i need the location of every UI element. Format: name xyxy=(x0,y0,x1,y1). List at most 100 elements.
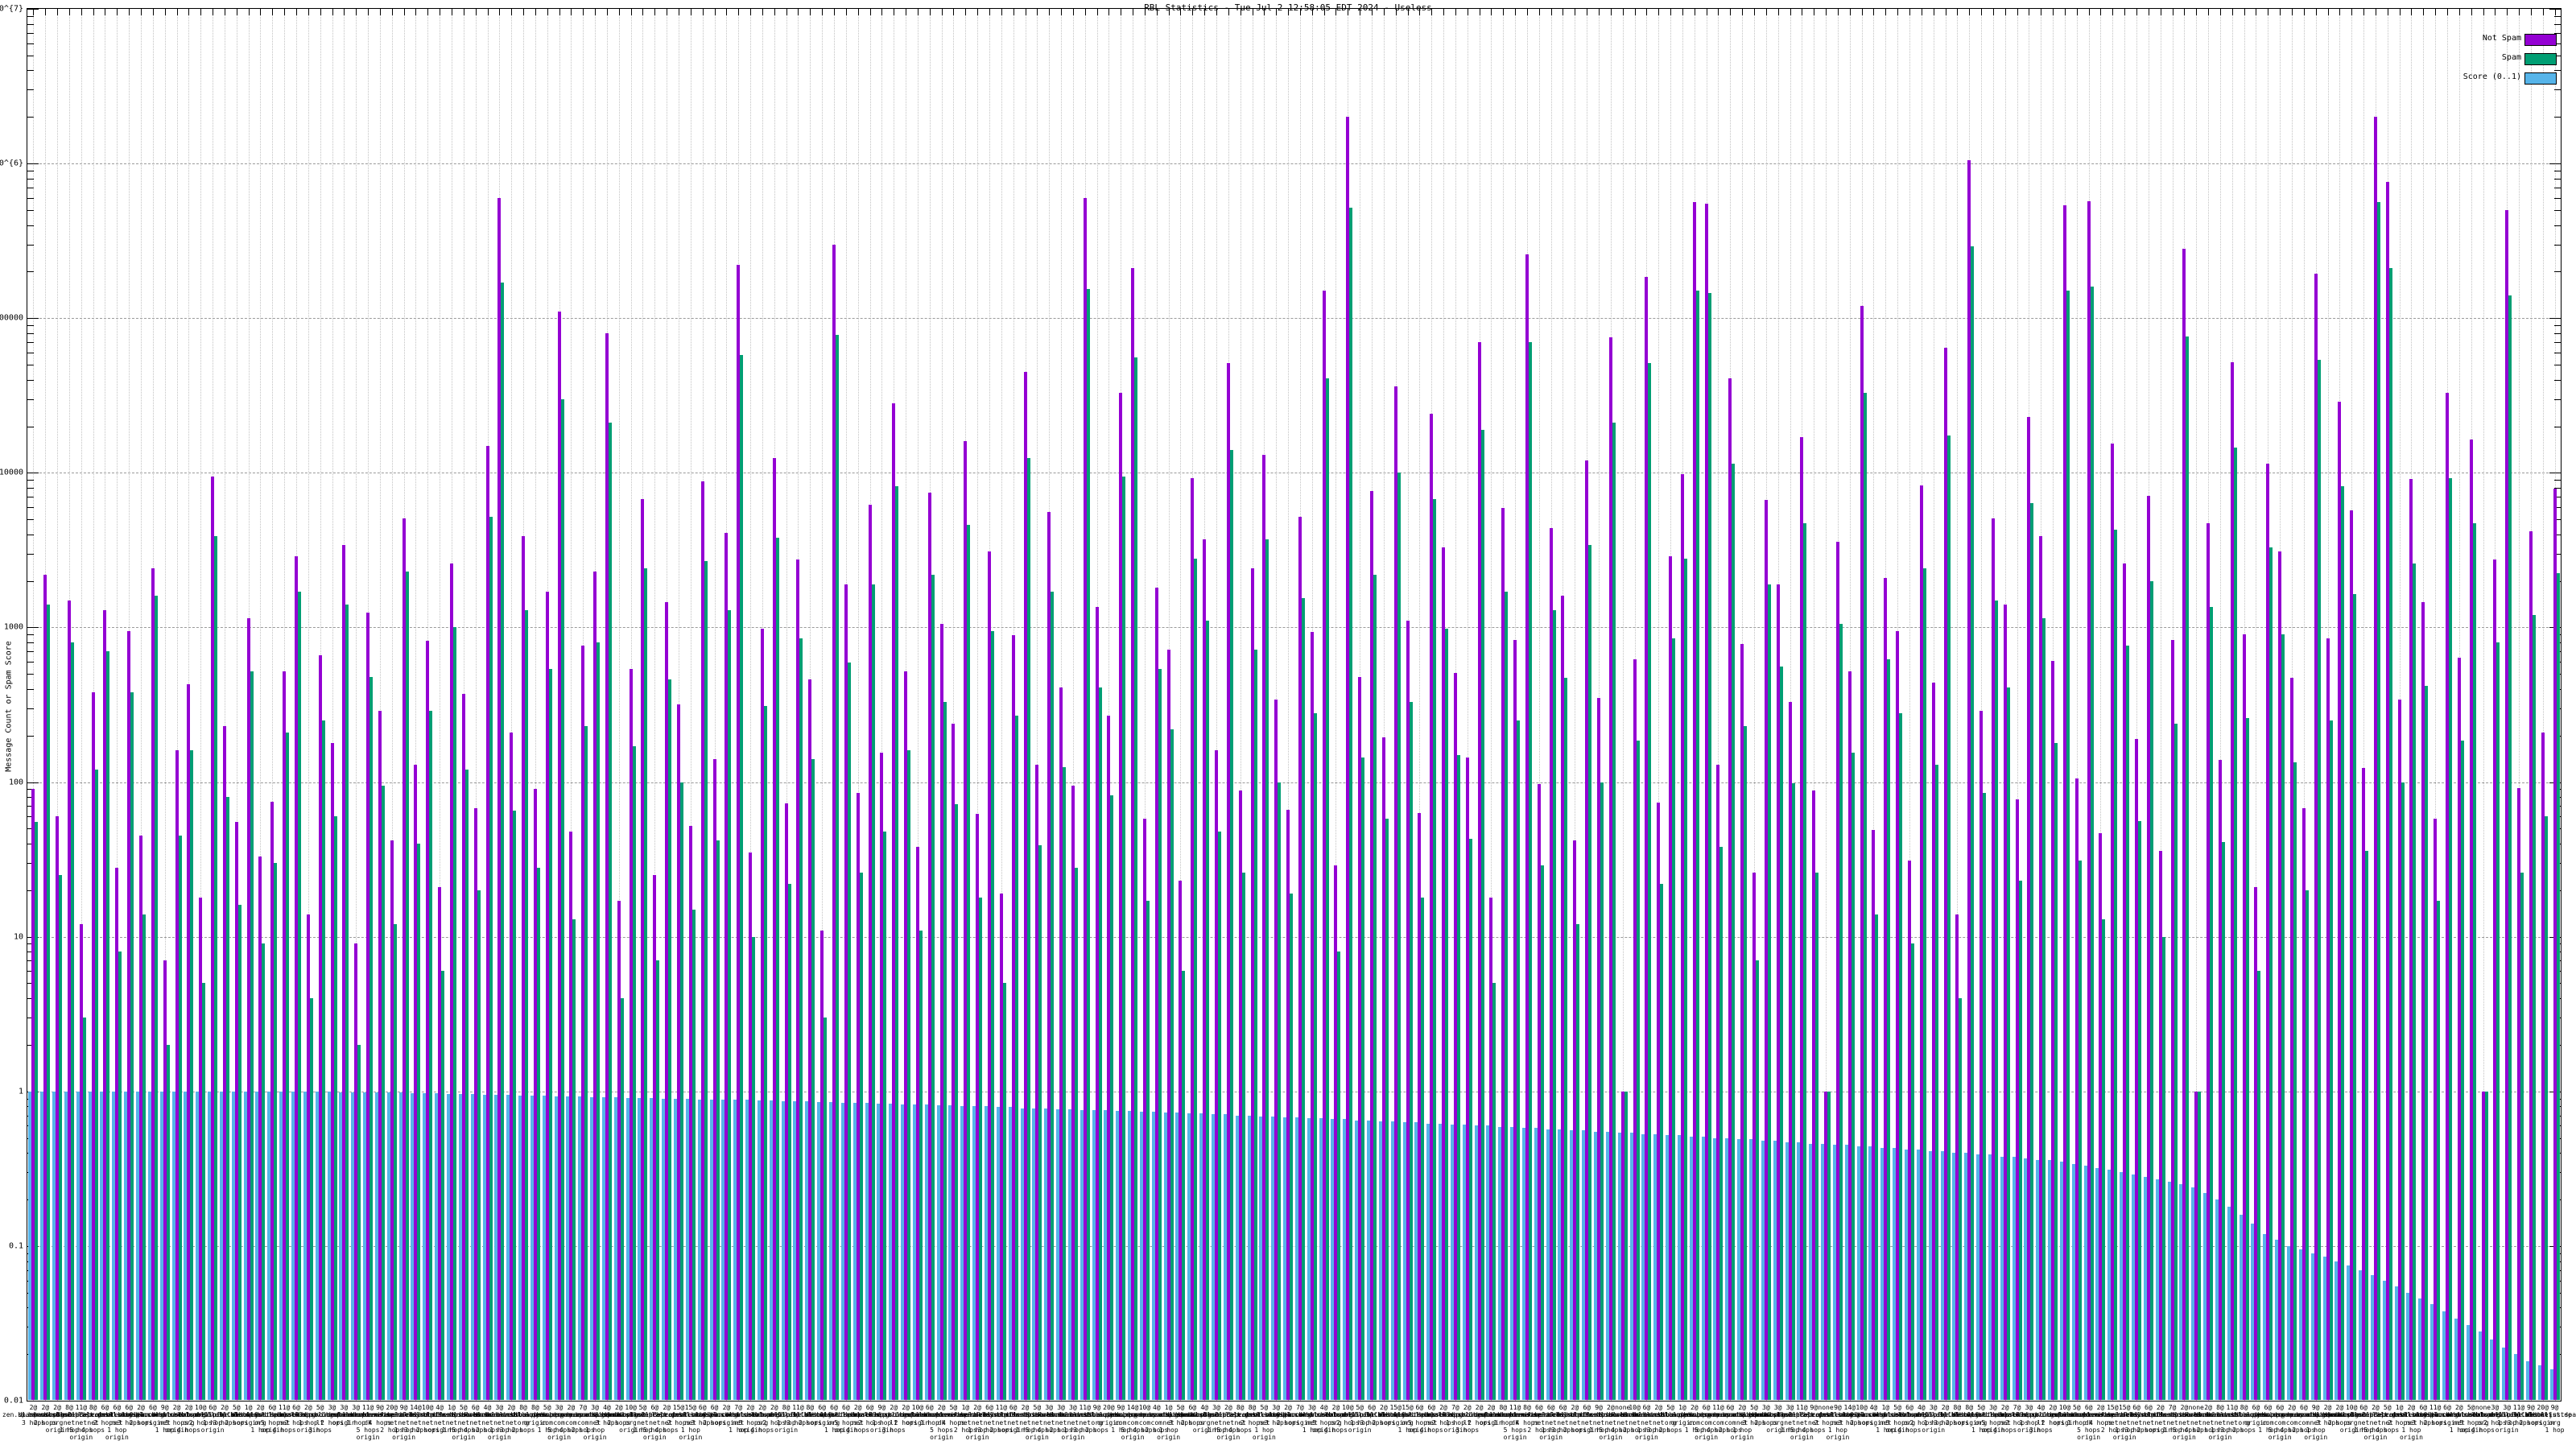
x-tick-label: 6@ rbl.interserver. net 4 hops xyxy=(1400,1404,1463,1434)
bar-spam xyxy=(548,668,552,1400)
bar-not-spam xyxy=(1465,757,1469,1400)
bar-not-spam xyxy=(832,244,836,1400)
bar-spam xyxy=(1265,539,1269,1400)
bar-spam xyxy=(297,592,301,1400)
bar-score xyxy=(2478,1331,2482,1400)
top-tick xyxy=(260,9,262,15)
bar-score xyxy=(1570,1130,1574,1400)
bar-not-spam xyxy=(2230,361,2234,1400)
y-minor-tick-left xyxy=(27,642,34,644)
top-tick xyxy=(1897,9,1899,15)
x-tick-label: 2@ cbl.abuseat.org 5 hops origin xyxy=(147,1404,206,1434)
bar-spam xyxy=(1517,720,1521,1400)
bar-score xyxy=(1307,1118,1311,1400)
top-tick xyxy=(941,9,943,15)
bar-not-spam xyxy=(1334,865,1338,1400)
x-tick-label: 9@ ubl.unsubscore. com 1 hop xyxy=(1092,1404,1150,1434)
top-tick xyxy=(1276,9,1278,15)
bar-score xyxy=(972,1106,976,1400)
bar-spam xyxy=(1887,659,1891,1400)
x-tick-label: 11@ noptr.spamrats. com 4 hops xyxy=(1689,1404,1748,1434)
bar-score xyxy=(697,1099,701,1400)
bar-spam xyxy=(70,642,74,1400)
x-tick-label: 2@ bip.virusfree.cz 2 hops xyxy=(2021,1404,2084,1426)
x-tick-label: 2@ dnsbl-2.uceprotect. net 5 hops origin xyxy=(2339,1404,2413,1442)
bar-score xyxy=(423,1093,427,1400)
bar-spam xyxy=(237,905,242,1400)
top-tick xyxy=(2327,9,2329,15)
bar-score xyxy=(984,1106,988,1400)
x-gridline xyxy=(2303,9,2305,1401)
y-minor-tick-left xyxy=(27,506,34,508)
bar-not-spam xyxy=(1191,478,1195,1400)
x-tick-label: 4@ zen.spamhaus.org 3 hops xyxy=(576,1404,638,1426)
bar-not-spam xyxy=(1095,607,1099,1400)
bar-not-spam xyxy=(2182,249,2186,1400)
y-minor-tick-left xyxy=(27,197,34,199)
y-minor-tick-right xyxy=(2554,341,2561,343)
x-tick-label: 14@ psbl.surriel.com 3 hops xyxy=(1818,1404,1881,1426)
bar-spam xyxy=(1409,701,1413,1400)
bar-spam xyxy=(979,897,983,1400)
top-tick xyxy=(953,9,955,15)
bar-score xyxy=(279,1091,283,1400)
x-gridline xyxy=(57,9,59,1401)
x-tick-label: 9@ virus.rbl.msrbl. net 1 hop origin xyxy=(373,1404,436,1442)
bar-not-spam xyxy=(2015,799,2019,1400)
x-tick-label: 6@ korea.services. net 2 hops xyxy=(1509,1404,1568,1434)
y-gridline xyxy=(27,782,2561,783)
bar-not-spam xyxy=(999,894,1003,1400)
bar-score xyxy=(578,1096,582,1400)
bar-score xyxy=(1988,1154,1992,1400)
x-tick-label: 14@ dyna.spamrats. com 5 hops origin xyxy=(1105,1404,1160,1442)
x-gridline xyxy=(1037,9,1038,1401)
bar-not-spam xyxy=(1740,644,1744,1400)
bar-score xyxy=(159,1091,163,1400)
bar-spam xyxy=(94,770,98,1400)
bar-not-spam xyxy=(952,723,956,1400)
top-tick xyxy=(2172,9,2174,15)
bar-score xyxy=(1450,1125,1454,1400)
top-tick xyxy=(2471,9,2472,15)
x-tick-label: 14@ spam.rbl.msrbl. net 3 hops xyxy=(386,1404,445,1434)
x-gridline xyxy=(1718,9,1719,1401)
bar-not-spam xyxy=(2170,639,2174,1400)
bar-not-spam xyxy=(1716,764,1720,1400)
bar-score xyxy=(1139,1111,1143,1400)
bar-not-spam xyxy=(1561,596,1565,1400)
bar-spam xyxy=(1994,600,1998,1400)
bar-spam xyxy=(2401,782,2405,1400)
bar-not-spam xyxy=(1620,1091,1624,1400)
bar-score xyxy=(28,1091,32,1400)
x-tick-label: 7@ url.0spam.org 1 hop origin xyxy=(1430,1404,1481,1434)
bar-score xyxy=(2059,1162,2063,1400)
x-gridline xyxy=(822,9,824,1401)
x-tick-label: 11@ bl.0spam.org 2 hops xyxy=(2412,1404,2459,1426)
x-tick-label: 5@ dnsbl.madavi.de 4 hops xyxy=(924,1404,983,1426)
x-tick-label: 2@ bip.virusfree.cz 2 hops xyxy=(874,1404,937,1426)
y-minor-tick-left xyxy=(27,816,34,818)
x-tick-label: 5@ dnsbl-1.uceprotect. net 1 hop xyxy=(605,1404,680,1434)
bar-spam xyxy=(811,759,815,1400)
x-gridline xyxy=(164,9,166,1401)
bar-score xyxy=(2525,1360,2529,1400)
x-tick-label: 9@ spam.dnsbl.sorbs. net 1 hop xyxy=(131,1404,198,1434)
top-tick xyxy=(93,9,94,15)
top-tick xyxy=(2124,9,2126,15)
bar-spam xyxy=(130,692,134,1400)
top-tick xyxy=(141,9,142,15)
x-tick-label: 1@ list.dnswl.org 2 hops xyxy=(2372,1404,2427,1426)
x-tick-label: 6@ dnsbl.justspam. org 1 hop xyxy=(804,1404,864,1434)
top-tick xyxy=(1754,9,1755,15)
bar-score xyxy=(530,1095,534,1400)
bar-not-spam xyxy=(784,803,788,1400)
bar-score xyxy=(2191,1187,2195,1400)
bar-spam xyxy=(59,875,63,1400)
bar-spam xyxy=(1588,545,1592,1400)
bar-spam xyxy=(1612,423,1616,1400)
bar-spam xyxy=(525,609,529,1400)
top-tick xyxy=(68,9,70,15)
bar-not-spam xyxy=(1453,672,1457,1400)
